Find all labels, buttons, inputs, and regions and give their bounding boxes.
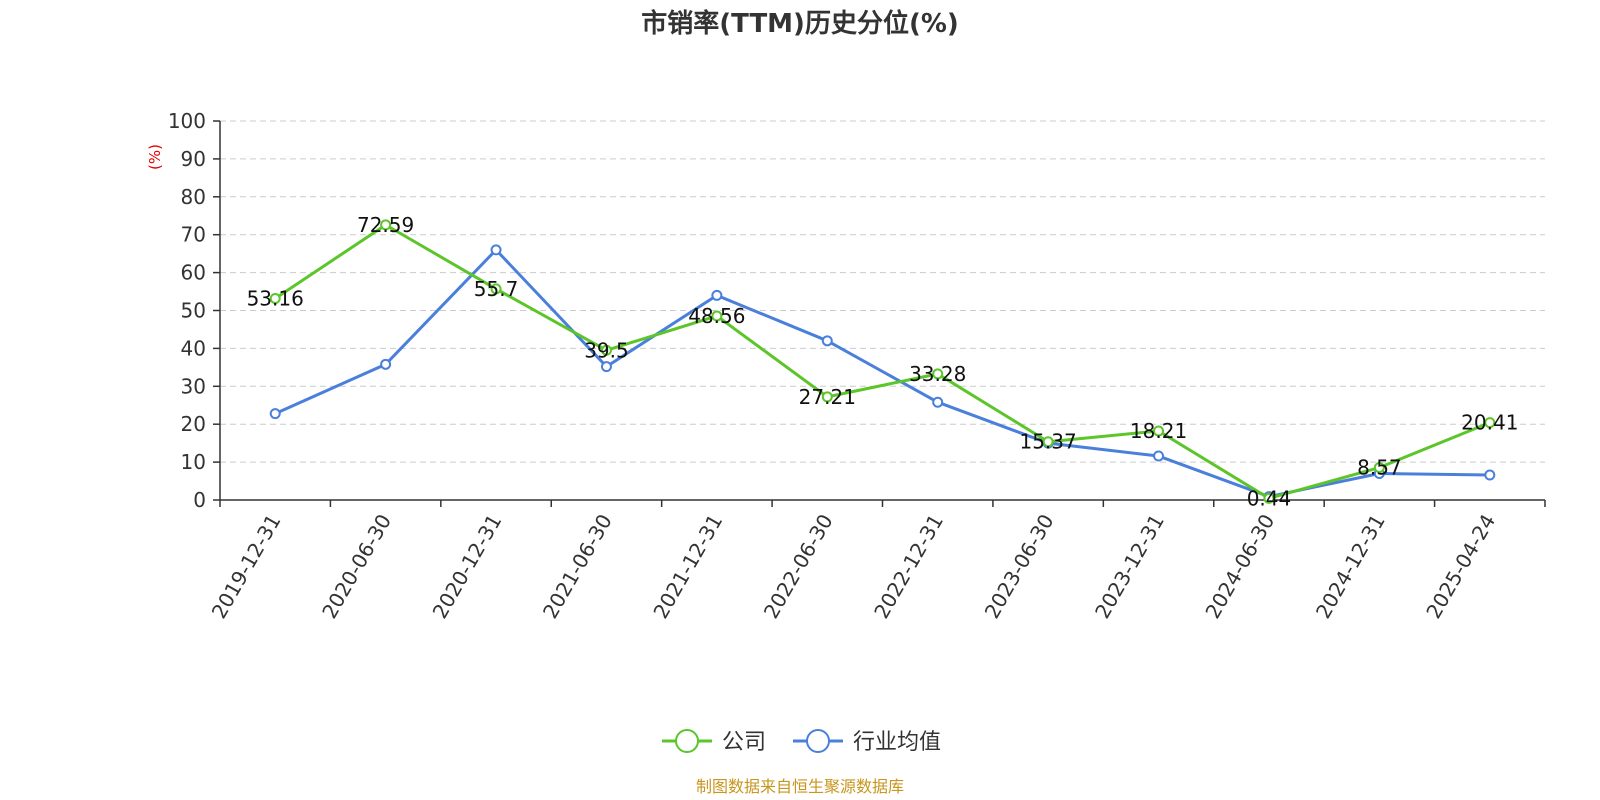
data-point-0[interactable]	[600, 344, 612, 356]
x-tick-label: 2023-12-31	[1090, 510, 1169, 623]
data-label: 72.59	[357, 213, 414, 237]
x-tick-label: 2020-06-30	[317, 510, 396, 623]
data-label: 53.16	[247, 287, 304, 311]
y-tick-label: 100	[168, 109, 206, 133]
series-line-0	[274, 223, 1491, 500]
data-point-0[interactable]	[1484, 417, 1496, 429]
data-point-1[interactable]	[1484, 469, 1496, 481]
data-label: 0.44	[1247, 486, 1292, 510]
y-axis-unit: (%)	[146, 144, 164, 170]
data-point-0[interactable]	[490, 283, 502, 295]
x-tick-label: 2022-12-31	[869, 510, 948, 623]
legend-swatch-marker	[675, 729, 699, 753]
series-lines	[269, 219, 1496, 504]
data-point-0[interactable]	[1153, 425, 1165, 437]
x-tick-label: 2019-12-31	[207, 510, 286, 623]
data-label: 15.37	[1019, 430, 1076, 454]
y-tick-label: 20	[181, 412, 206, 436]
y-tick-label: 0	[193, 488, 206, 512]
x-tick-label: 2021-06-30	[538, 510, 617, 623]
data-point-0[interactable]	[380, 219, 392, 231]
x-tick-label: 2025-04-24	[1421, 510, 1500, 623]
data-label: 55.7	[474, 277, 519, 301]
data-point-0[interactable]	[711, 310, 723, 322]
data-label: 20.41	[1461, 411, 1518, 435]
y-tick-label: 30	[181, 374, 206, 398]
x-tick-label: 2020-12-31	[428, 510, 507, 623]
data-point-0[interactable]	[932, 368, 944, 380]
data-labels: 53.16 72.59 55.7 39.5 48.56 27.21 33.28 15.37 18…	[247, 213, 1519, 510]
data-point-0[interactable]	[1263, 492, 1275, 504]
data-label: 18.21	[1130, 419, 1187, 443]
legend-item-0[interactable]: 公司	[662, 729, 766, 755]
x-tick-label: 2022-06-30	[759, 510, 838, 623]
legend[interactable]: 公司 行业均值	[662, 729, 941, 755]
x-tick-label: 2024-12-31	[1311, 510, 1390, 623]
x-tick-label: 2021-12-31	[648, 510, 727, 623]
y-tick-label: 40	[181, 336, 206, 360]
data-label: 48.56	[688, 304, 745, 328]
data-label: 39.5	[584, 338, 629, 362]
data-label: 27.21	[799, 385, 856, 409]
y-tick-label: 70	[181, 223, 206, 247]
chart-title: 市销率(TTM)历史分位(%)	[641, 8, 959, 39]
y-tick-label: 50	[181, 299, 206, 323]
y-tick-label: 60	[181, 261, 206, 285]
data-point-0[interactable]	[821, 391, 833, 403]
data-point-0[interactable]	[1373, 462, 1385, 474]
y-tick-label: 90	[181, 147, 206, 171]
y-tick-label: 80	[181, 185, 206, 209]
data-point-0[interactable]	[1042, 436, 1054, 448]
y-tick-label: 10	[181, 450, 206, 474]
data-point-1[interactable]	[932, 396, 944, 408]
data-point-0[interactable]	[269, 293, 281, 305]
data-point-1[interactable]	[821, 335, 833, 347]
legend-label: 行业均值	[853, 730, 941, 755]
data-point-1[interactable]	[711, 289, 723, 301]
x-tick-label: 2024-06-30	[1200, 510, 1279, 623]
data-point-1[interactable]	[1153, 450, 1165, 462]
data-label: 8.57	[1357, 456, 1402, 480]
legend-swatch-marker	[806, 729, 830, 753]
x-tick-label: 2023-06-30	[980, 510, 1059, 623]
axes: 0 10 20 30 40 50 60 70 80 90 100 2019-12-31 2020-06-…	[168, 109, 1546, 623]
data-point-1[interactable]	[600, 361, 612, 373]
data-source-note: 制图数据来自恒生聚源数据库	[696, 777, 904, 796]
legend-item-1[interactable]: 行业均值	[793, 729, 941, 755]
data-point-1[interactable]	[490, 244, 502, 256]
legend-label: 公司	[722, 730, 766, 755]
gridlines	[220, 120, 1545, 463]
series-line-1	[274, 248, 1490, 499]
data-point-1[interactable]	[269, 408, 281, 420]
data-label: 33.28	[909, 362, 966, 386]
data-point-1[interactable]	[380, 358, 392, 370]
